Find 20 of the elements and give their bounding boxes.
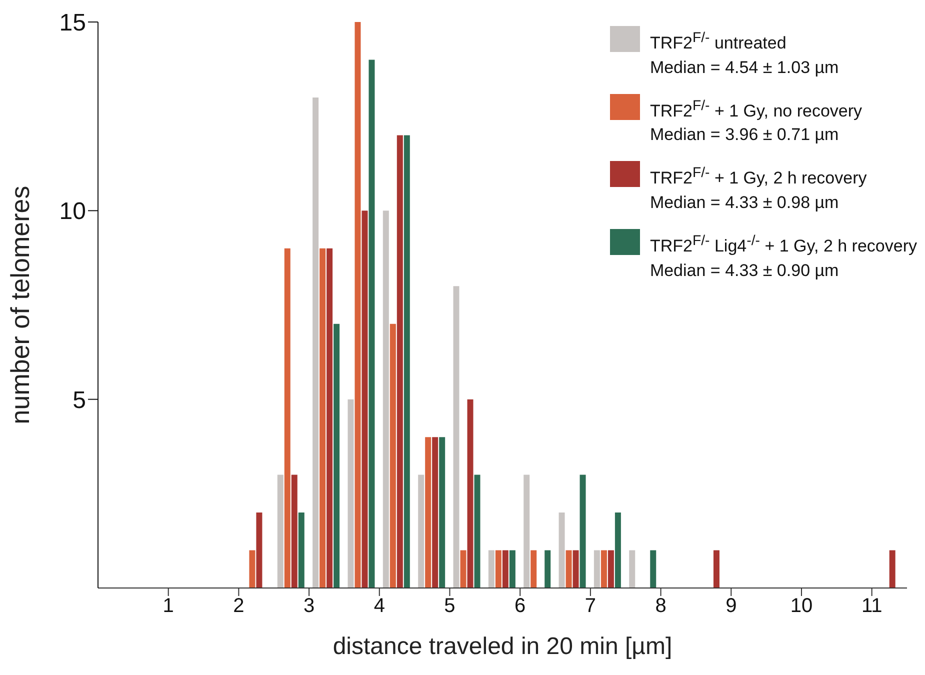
y-tick-label: 10 xyxy=(59,198,86,226)
y-tick-label: 15 xyxy=(59,10,86,37)
x-tick-label: 11 xyxy=(861,595,882,618)
x-tick-label: 8 xyxy=(655,595,666,618)
legend-label: TRF2$^{F/-}$ + 1 Gy, no recovery Median = 3.96 ± 0.71 µm xyxy=(650,96,862,146)
x-tick-label: 5 xyxy=(444,595,456,618)
x-tick-label: 7 xyxy=(584,595,596,618)
legend-label: TRF2$^{F/-}$ untreated Median = 4.54 ± 1.03 µm xyxy=(650,29,839,79)
y-axis-title: number of telomeres xyxy=(5,186,36,424)
legend-label: TRF2$^{F/-}$ Lig4$^{-/-}$ + 1 Gy, 2 h recovery Median = 4.33 ± 0.90 µm xyxy=(650,232,917,282)
x-tick-label: 3 xyxy=(303,595,315,618)
x-tick-label: 1 xyxy=(162,595,174,618)
x-tick-label: 9 xyxy=(726,595,737,618)
x-tick-label: 2 xyxy=(233,595,244,618)
y-tick-label: 5 xyxy=(72,386,86,414)
x-tick-label: 6 xyxy=(514,595,526,618)
legend-label: TRF2$^{F/-}$ + 1 Gy, 2 h recovery Median = 4.33 ± 0.98 µm xyxy=(650,164,867,214)
x-tick-label: 10 xyxy=(790,595,813,618)
x-tick-label: 4 xyxy=(374,595,385,618)
x-axis-title: distance traveled in 20 min [µm] xyxy=(332,633,672,660)
